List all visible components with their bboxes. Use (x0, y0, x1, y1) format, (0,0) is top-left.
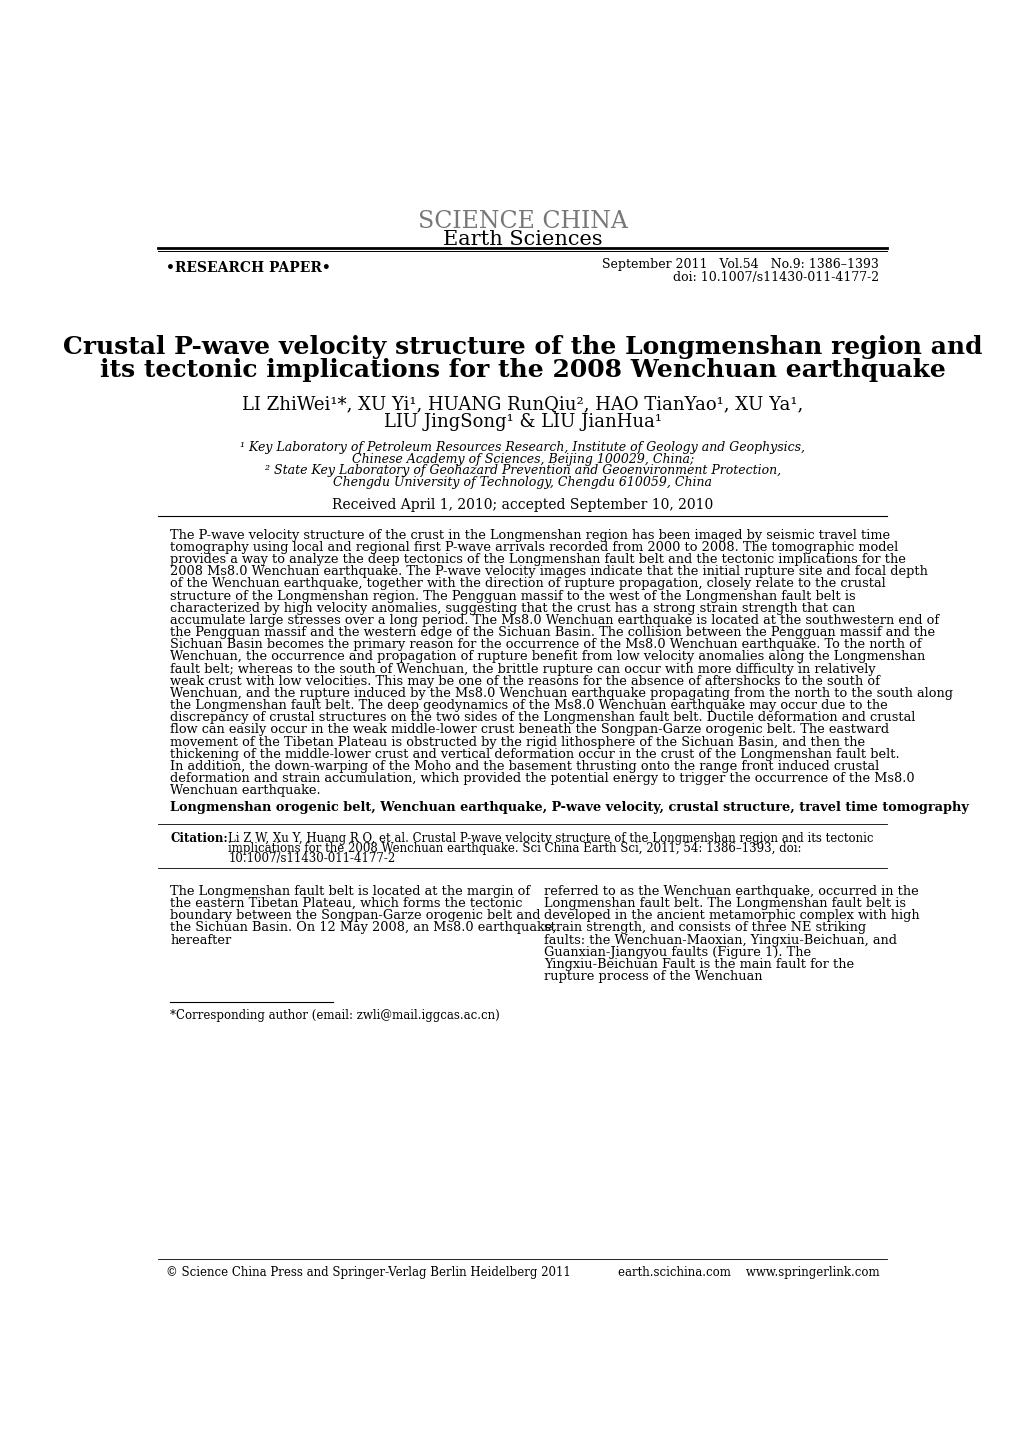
Text: hereafter: hereafter (170, 933, 231, 946)
Text: boundary between the Songpan-Garze orogenic belt and: boundary between the Songpan-Garze oroge… (170, 910, 540, 923)
Text: strain strength, and consists of three NE striking: strain strength, and consists of three N… (544, 921, 866, 934)
Text: Guanxian-Jiangyou faults (Figure 1). The: Guanxian-Jiangyou faults (Figure 1). The (544, 946, 811, 959)
Text: LI ZhiWei¹*, XU Yi¹, HUANG RunQiu², HAO TianYao¹, XU Ya¹,: LI ZhiWei¹*, XU Yi¹, HUANG RunQiu², HAO … (242, 395, 803, 412)
Text: Yingxiu-Beichuan Fault is the main fault for the: Yingxiu-Beichuan Fault is the main fault… (544, 957, 854, 970)
Text: Citation:: Citation: (170, 832, 227, 845)
Text: the Longmenshan fault belt. The deep geodynamics of the Ms8.0 Wenchuan earthquak: the Longmenshan fault belt. The deep geo… (170, 699, 887, 712)
Text: Sichuan Basin becomes the primary reason for the occurrence of the Ms8.0 Wenchua: Sichuan Basin becomes the primary reason… (170, 639, 921, 652)
Text: doi: 10.1007/s11430-011-4177-2: doi: 10.1007/s11430-011-4177-2 (673, 271, 878, 284)
Text: SCIENCE CHINA: SCIENCE CHINA (418, 211, 627, 234)
Text: characterized by high velocity anomalies, suggesting that the crust has a strong: characterized by high velocity anomalies… (170, 601, 855, 614)
Text: developed in the ancient metamorphic complex with high: developed in the ancient metamorphic com… (544, 910, 919, 923)
Text: Longmenshan orogenic belt, Wenchuan earthquake, P-wave velocity, crustal structu: Longmenshan orogenic belt, Wenchuan eart… (170, 802, 968, 815)
Text: Wenchuan, the occurrence and propagation of rupture benefit from low velocity an: Wenchuan, the occurrence and propagation… (170, 650, 924, 663)
Text: ² State Key Laboratory of Geohazard Prevention and Geoenvironment Protection,: ² State Key Laboratory of Geohazard Prev… (264, 464, 781, 477)
Text: In addition, the down-warping of the Moho and the basement thrusting onto the ra: In addition, the down-warping of the Moh… (170, 760, 878, 773)
Text: implications for the 2008 Wenchuan earthquake. Sci China Earth Sci, 2011, 54: 13: implications for the 2008 Wenchuan earth… (228, 842, 801, 855)
Text: of the Wenchuan earthquake, together with the direction of rupture propagation, : of the Wenchuan earthquake, together wit… (170, 577, 886, 590)
Text: rupture process of the Wenchuan: rupture process of the Wenchuan (544, 970, 762, 983)
Text: ¹ Key Laboratory of Petroleum Resources Research, Institute of Geology and Geoph: ¹ Key Laboratory of Petroleum Resources … (240, 441, 804, 454)
Text: fault belt; whereas to the south of Wenchuan, the brittle rupture can occur with: fault belt; whereas to the south of Wenc… (170, 663, 875, 676)
Text: weak crust with low velocities. This may be one of the reasons for the absence o: weak crust with low velocities. This may… (170, 675, 879, 688)
Text: Wenchuan earthquake.: Wenchuan earthquake. (170, 784, 320, 797)
Text: *Corresponding author (email: zwli@mail.iggcas.ac.cn): *Corresponding author (email: zwli@mail.… (170, 1009, 499, 1022)
Text: the eastern Tibetan Plateau, which forms the tectonic: the eastern Tibetan Plateau, which forms… (170, 897, 522, 910)
Text: flow can easily occur in the weak middle-lower crust beneath the Songpan-Garze o: flow can easily occur in the weak middle… (170, 724, 889, 737)
Text: structure of the Longmenshan region. The Pengguan massif to the west of the Long: structure of the Longmenshan region. The… (170, 590, 855, 603)
Text: The Longmenshan fault belt is located at the margin of: The Longmenshan fault belt is located at… (170, 885, 530, 898)
Text: discrepancy of crustal structures on the two sides of the Longmenshan fault belt: discrepancy of crustal structures on the… (170, 711, 915, 724)
Text: tomography using local and regional first P-wave arrivals recorded from 2000 to : tomography using local and regional firs… (170, 541, 898, 554)
Text: referred to as the Wenchuan earthquake, occurred in the: referred to as the Wenchuan earthquake, … (544, 885, 918, 898)
Text: the Sichuan Basin. On 12 May 2008, an Ms8.0 earthquake,: the Sichuan Basin. On 12 May 2008, an Ms… (170, 921, 556, 934)
Text: Chengdu University of Technology, Chengdu 610059, China: Chengdu University of Technology, Chengd… (333, 476, 711, 489)
Text: Wenchuan, and the rupture induced by the Ms8.0 Wenchuan earthquake propagating f: Wenchuan, and the rupture induced by the… (170, 686, 952, 699)
Text: © Science China Press and Springer-Verlag Berlin Heidelberg 2011: © Science China Press and Springer-Verla… (166, 1266, 571, 1279)
Text: 2008 Ms8.0 Wenchuan earthquake. The P-wave velocity images indicate that the ini: 2008 Ms8.0 Wenchuan earthquake. The P-wa… (170, 565, 927, 578)
Text: accumulate large stresses over a long period. The Ms8.0 Wenchuan earthquake is l: accumulate large stresses over a long pe… (170, 614, 938, 627)
Text: The P-wave velocity structure of the crust in the Longmenshan region has been im: The P-wave velocity structure of the cru… (170, 529, 890, 542)
Text: LIU JingSong¹ & LIU JianHua¹: LIU JingSong¹ & LIU JianHua¹ (383, 414, 661, 431)
Text: Li Z W, Xu Y, Huang R Q, et al. Crustal P-wave velocity structure of the Longmen: Li Z W, Xu Y, Huang R Q, et al. Crustal … (228, 832, 873, 845)
Text: Chinese Academy of Sciences, Beijing 100029, China;: Chinese Academy of Sciences, Beijing 100… (352, 453, 693, 466)
Text: movement of the Tibetan Plateau is obstructed by the rigid lithosphere of the Si: movement of the Tibetan Plateau is obstr… (170, 735, 864, 748)
Text: earth.scichina.com    www.springerlink.com: earth.scichina.com www.springerlink.com (618, 1266, 878, 1279)
Text: faults: the Wenchuan-Maoxian, Yingxiu-Beichuan, and: faults: the Wenchuan-Maoxian, Yingxiu-Be… (544, 933, 897, 946)
Text: •RESEARCH PAPER•: •RESEARCH PAPER• (166, 261, 331, 275)
Text: deformation and strain accumulation, which provided the potential energy to trig: deformation and strain accumulation, whi… (170, 771, 914, 784)
Text: the Pengguan massif and the western edge of the Sichuan Basin. The collision bet: the Pengguan massif and the western edge… (170, 626, 934, 639)
Text: Received April 1, 2010; accepted September 10, 2010: Received April 1, 2010; accepted Septemb… (332, 497, 712, 512)
Text: thickening of the middle-lower crust and vertical deformation occur in the crust: thickening of the middle-lower crust and… (170, 748, 899, 761)
Text: its tectonic implications for the 2008 Wenchuan earthquake: its tectonic implications for the 2008 W… (100, 358, 945, 382)
Text: provides a way to analyze the deep tectonics of the Longmenshan fault belt and t: provides a way to analyze the deep tecto… (170, 554, 905, 567)
Text: September 2011   Vol.54   No.9: 1386–1393: September 2011 Vol.54 No.9: 1386–1393 (602, 258, 878, 271)
Text: Earth Sciences: Earth Sciences (442, 231, 602, 249)
Text: Crustal P-wave velocity structure of the Longmenshan region and: Crustal P-wave velocity structure of the… (63, 335, 981, 359)
Text: Longmenshan fault belt. The Longmenshan fault belt is: Longmenshan fault belt. The Longmenshan … (544, 897, 906, 910)
Text: 10.1007/s11430-011-4177-2: 10.1007/s11430-011-4177-2 (228, 852, 395, 865)
